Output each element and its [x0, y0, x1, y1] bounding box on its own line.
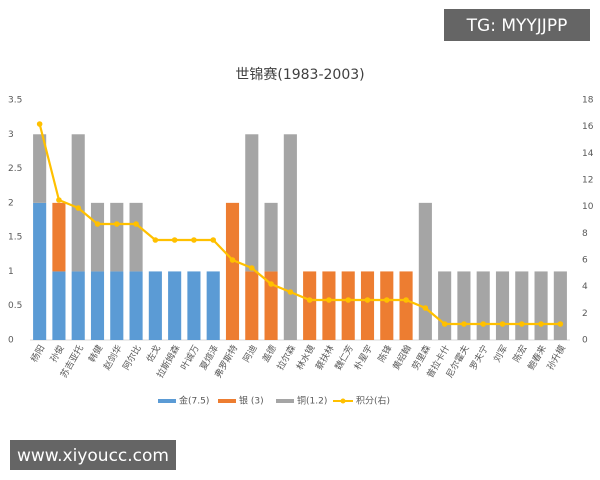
line-marker [518, 321, 525, 327]
line-marker [36, 121, 43, 127]
line-marker [94, 221, 101, 227]
y2-tick-label: 6 [582, 256, 588, 266]
line-marker [499, 321, 506, 327]
y-tick-label: 3 [8, 130, 14, 140]
y2-tick-label: 18 [582, 96, 594, 106]
bar-segment [360, 271, 375, 340]
bar-segment [52, 202, 66, 272]
line-marker [538, 321, 544, 327]
line-marker [441, 321, 448, 327]
line-marker [557, 321, 564, 327]
line-marker [364, 297, 371, 303]
y-tick-label: 1.5 [8, 233, 22, 243]
bar-segment [52, 271, 66, 340]
legend-swatch [340, 398, 346, 404]
bar-segment [322, 271, 336, 340]
bar-segment [33, 134, 47, 203]
line-marker [306, 297, 313, 303]
bar-segment [515, 271, 529, 340]
bar-segment [553, 271, 567, 340]
line-marker [75, 205, 82, 211]
bar-segment [283, 134, 297, 340]
bar-segment [148, 271, 162, 340]
bar-segment [110, 202, 124, 272]
bar-segment [90, 271, 105, 340]
legend-label: 金(7.5) [179, 395, 209, 407]
bar-segment [90, 202, 105, 272]
bar-segment [341, 271, 355, 340]
line-marker [461, 321, 467, 327]
y-tick-label: 2.5 [8, 164, 22, 174]
bar-segment [206, 271, 220, 340]
legend-label: 银 (3) [239, 395, 264, 407]
line-marker [383, 297, 390, 303]
bar-segment [534, 271, 548, 340]
line [38, 123, 561, 326]
line-marker [191, 237, 197, 243]
bar-segment [303, 271, 317, 340]
legend-swatch [218, 399, 236, 403]
bar-segment [71, 271, 85, 340]
bar-segment [245, 271, 259, 340]
line-marker [480, 321, 487, 327]
bar-segment [399, 271, 413, 340]
y-tick-label: 0 [8, 336, 14, 346]
line-marker [152, 237, 159, 243]
watermark-box [444, 9, 590, 41]
legend-label: 积分(右) [356, 395, 390, 407]
y2-tick-label: 16 [582, 122, 594, 132]
bar-segment [438, 271, 452, 340]
line-marker [210, 237, 217, 243]
line-marker [345, 297, 352, 303]
bar-segment [129, 271, 143, 340]
bar-segment [264, 271, 278, 340]
y2-tick-label: 12 [582, 176, 593, 186]
line-marker [171, 237, 178, 243]
y2-tick-label: 0 [582, 336, 588, 346]
line-marker [326, 297, 332, 303]
line-marker [133, 221, 139, 227]
line-marker [248, 265, 255, 271]
line-marker [113, 221, 120, 227]
bar-segment [418, 202, 432, 340]
y2-tick-label: 8 [582, 229, 588, 239]
line-marker [287, 289, 294, 295]
bar-segment [457, 271, 471, 340]
line-marker [268, 281, 274, 287]
bar-segment [225, 202, 240, 340]
legend-swatch [276, 399, 294, 403]
bar-segment [380, 271, 394, 340]
y-tick-label: 1 [8, 267, 14, 277]
watermark: TG: MYYJJPP [466, 16, 568, 36]
bar-segment [187, 271, 201, 340]
bar-segment [71, 134, 85, 272]
line-marker [229, 257, 236, 263]
line-marker [403, 297, 409, 303]
watermark-box [10, 440, 176, 470]
y-tick-label: 0.5 [8, 301, 22, 311]
chart-title: 世锦赛(1983-2003) [235, 66, 364, 83]
bar-segment [129, 202, 143, 272]
legend-swatch [158, 399, 176, 403]
y2-tick-label: 4 [582, 282, 588, 292]
y2-tick-label: 10 [582, 202, 594, 212]
y-tick-label: 3.5 [8, 96, 22, 106]
line-marker [422, 305, 429, 311]
y2-tick-label: 14 [582, 149, 594, 159]
bar-segment [110, 271, 124, 340]
watermark: www.xiyoucc.com [17, 446, 169, 466]
y2-tick-label: 2 [582, 309, 588, 319]
bar-segment [264, 202, 278, 272]
bar-segment [476, 271, 490, 340]
legend-label: 铜(1.2) [297, 395, 327, 407]
bar-segment [33, 202, 47, 340]
bar-segment [495, 271, 510, 340]
bar-segment [168, 271, 182, 340]
y-tick-label: 2 [8, 198, 14, 208]
line-marker [56, 197, 62, 203]
bar-segment [245, 134, 259, 272]
